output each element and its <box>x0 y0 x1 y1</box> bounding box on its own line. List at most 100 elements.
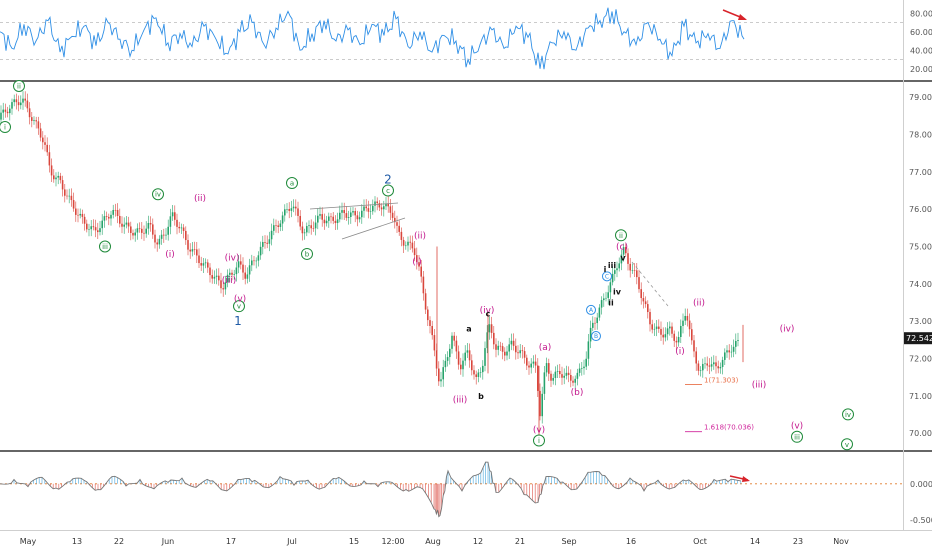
price-candle-body <box>123 224 125 227</box>
date-tick-label: May <box>20 537 37 546</box>
price-candle-body <box>442 367 444 380</box>
price-candle-body <box>90 226 92 230</box>
price-candle-body <box>561 374 563 378</box>
price-candle-body <box>281 215 284 224</box>
axes-layer: May 13 22 Jun 17 Jul 15 12:00 Aug 12 21 Sep 16 Oct 14 2… <box>20 537 849 546</box>
price-tick-label: 74.000 <box>909 280 932 289</box>
price-candle-body <box>704 363 706 365</box>
price-candle-body <box>418 262 420 267</box>
price-candle-body <box>306 226 308 233</box>
price-candle-body <box>266 242 268 244</box>
price-candle-body <box>453 335 455 341</box>
price-candle-body <box>235 267 238 275</box>
price-candle-body <box>715 362 717 367</box>
price-candle-body <box>526 357 528 366</box>
rsi-tick-label: 80.00 <box>910 9 932 18</box>
date-tick-label: Oct <box>693 537 707 546</box>
wave-label-circle <box>791 430 803 443</box>
wave-label: iv <box>845 411 851 419</box>
price-candle-body <box>649 312 651 325</box>
wave-label-circle <box>152 188 164 201</box>
price-candle-body <box>6 111 9 114</box>
wave-label: (i) <box>412 257 422 267</box>
date-tick-label: Jul <box>286 537 297 546</box>
price-candle-body <box>444 360 447 368</box>
price-candle-body <box>583 366 585 369</box>
price-candle-body <box>581 368 583 369</box>
price-candle-body <box>171 212 174 217</box>
price-candle-body <box>636 270 638 278</box>
price-candle-body <box>39 128 42 138</box>
price-candle-body <box>680 325 682 338</box>
price-candle-body <box>631 270 634 271</box>
price-candle-body <box>44 142 46 145</box>
price-candle-body <box>59 175 62 181</box>
price-candle-body <box>13 99 15 103</box>
price-candle-body <box>726 350 728 353</box>
price-candle-body <box>647 304 649 313</box>
price-candle-body <box>110 214 112 219</box>
price-candle-body <box>482 365 484 373</box>
wave-label-circle <box>382 184 394 197</box>
price-candle-body <box>273 225 275 231</box>
price-candle-body <box>669 326 671 329</box>
date-tick-label: 14 <box>750 537 760 546</box>
price-candle-body <box>213 276 216 279</box>
price-candle-body <box>528 365 530 368</box>
price-candle-body <box>543 372 546 394</box>
price-candle-body <box>264 242 266 243</box>
price-candle-body <box>576 372 579 379</box>
price-candle-body <box>169 216 172 227</box>
price-candle-body <box>112 209 114 215</box>
price-candle-body <box>323 219 326 224</box>
price-candle-body <box>361 210 363 218</box>
price-candle-body <box>471 360 473 371</box>
rsi-series-line <box>0 7 745 70</box>
price-candle-body <box>207 262 209 268</box>
price-candle-body <box>493 332 495 345</box>
wave-label: v <box>237 303 241 311</box>
price-candle-body <box>75 208 77 215</box>
price-candle-body <box>185 230 187 241</box>
price-candle-body <box>365 206 367 209</box>
price-candle-body <box>396 222 398 226</box>
price-candle-body <box>242 264 244 273</box>
price-candle-body <box>460 364 462 370</box>
price-candle-body <box>556 370 559 372</box>
price-candle-body <box>301 226 304 234</box>
price-candle-body <box>519 350 521 354</box>
price-candle-body <box>229 272 231 275</box>
rsi-tick-label: 60.00 <box>910 28 932 37</box>
wave-label: iv <box>613 287 622 296</box>
price-candle-body <box>552 377 554 381</box>
price-candle-body <box>517 352 519 354</box>
price-candle-body <box>737 340 739 342</box>
price-candle-body <box>653 328 656 330</box>
wave-label: iv <box>155 191 161 199</box>
price-candle-body <box>369 211 372 212</box>
price-candle-body <box>607 292 609 298</box>
price-candle-body <box>708 365 711 367</box>
date-tick-label: Aug <box>425 537 441 546</box>
wave-label: 1 <box>234 314 242 328</box>
price-candle-body <box>609 282 612 293</box>
price-candle-body <box>0 112 2 120</box>
price-candle-body <box>132 232 134 236</box>
wave-label: (ii) <box>414 231 426 241</box>
price-candles-layer: 79.000 78.000 77.000 76.000 75.000 74.000 73.0… <box>0 91 932 438</box>
price-candle-body <box>325 220 328 224</box>
price-candle-body <box>585 358 587 367</box>
price-candle-body <box>262 242 264 247</box>
price-candle-body <box>484 348 486 366</box>
price-candle-body <box>695 351 697 364</box>
price-candle-body <box>251 260 253 266</box>
price-candle-body <box>495 344 497 350</box>
wave-label: (ii) <box>194 194 206 204</box>
price-candle-body <box>290 208 293 211</box>
price-tick-label: 79.000 <box>909 93 932 102</box>
price-candle-body <box>728 350 730 353</box>
wave-label: (iv) <box>480 306 495 316</box>
wave-label: i <box>4 124 6 132</box>
price-candle-body <box>121 223 123 227</box>
